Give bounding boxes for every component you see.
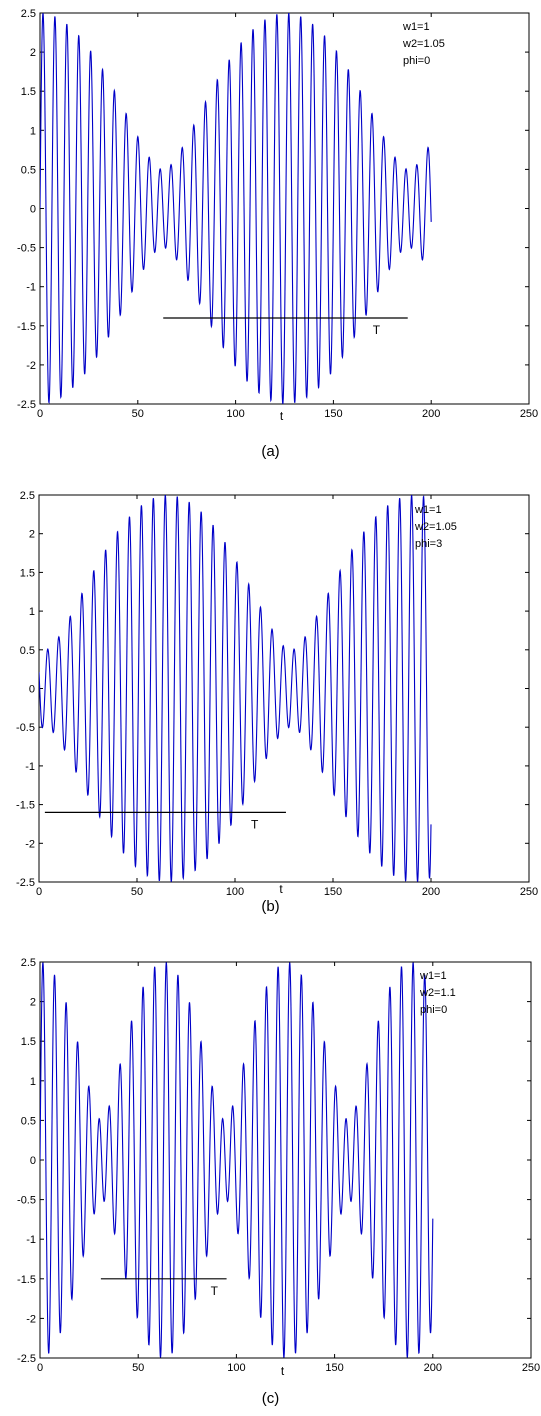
y-tick-label: -1.5 [17, 321, 36, 333]
y-tick-label: 2.5 [20, 490, 35, 502]
x-tick-label: 0 [37, 1362, 43, 1374]
x-tick-label: 250 [522, 1362, 540, 1374]
y-tick-label: -0.5 [17, 243, 36, 255]
panel-caption-a: (a) [261, 443, 280, 460]
x-tick-label: 0 [36, 886, 42, 896]
y-tick-label: -2 [26, 360, 36, 372]
y-tick-label: 0 [29, 684, 35, 696]
y-tick-label: 1 [30, 1076, 36, 1088]
panel-caption-b: (b) [261, 898, 280, 915]
y-tick-label: -2 [26, 1313, 36, 1325]
x-tick-label: 100 [227, 1362, 245, 1374]
x-tick-label: 200 [422, 886, 440, 896]
y-tick-label: -2 [25, 838, 35, 850]
period-marker-label: T [373, 323, 381, 337]
legend-entry: phi=3 [415, 538, 442, 550]
x-tick-label: 100 [226, 886, 244, 896]
x-tick-label: 200 [424, 1362, 442, 1374]
y-tick-label: 2 [29, 529, 35, 541]
x-axis-label: t [279, 882, 283, 896]
x-tick-label: 150 [325, 1362, 343, 1374]
y-tick-label: 2 [30, 47, 36, 59]
legend-entry: w2=1.1 [419, 987, 456, 999]
legend-entry: w1=1 [419, 970, 447, 982]
y-tick-label: 2 [30, 997, 36, 1009]
y-tick-label: -2.5 [17, 1353, 36, 1365]
series-line [40, 962, 434, 1358]
x-tick-label: 250 [520, 886, 538, 896]
y-tick-label: -0.5 [16, 722, 35, 734]
legend-entry: w1=1 [402, 21, 430, 33]
x-tick-label: 100 [226, 408, 244, 420]
y-tick-label: -2.5 [16, 877, 35, 889]
legend-entry: phi=0 [403, 55, 430, 67]
legend-entry: w1=1 [414, 504, 442, 516]
legend-entry: w2=1.05 [402, 38, 445, 50]
legend-entry: phi=0 [420, 1004, 447, 1016]
period-marker-label: T [211, 1284, 219, 1298]
y-tick-label: 1 [29, 606, 35, 618]
x-tick-label: 50 [131, 886, 143, 896]
plot-a: 0 50 100 150 200 250 2.5 2 1.5 1 0.5 0 -0.5 -1 -1.5 -2 -… [17, 8, 538, 423]
x-tick-label: 250 [520, 408, 538, 420]
series-line [39, 495, 432, 882]
x-axis-label: t [281, 1364, 285, 1378]
y-tick-label: -1 [26, 282, 36, 294]
y-tick-label: -0.5 [17, 1195, 36, 1207]
y-tick-label: 1 [30, 125, 36, 137]
series-line [40, 13, 432, 404]
x-tick-label: 200 [422, 408, 440, 420]
y-tick-label: -1.5 [16, 800, 35, 812]
y-tick-label: -1.5 [17, 1274, 36, 1286]
period-marker-label: T [251, 817, 259, 831]
y-tick-label: 0.5 [21, 1115, 36, 1127]
plot-c: 0 50 100 150 200 250 2.5 2 1.5 1 0.5 0 -0.5 -1 -1.5 -2 -… [17, 957, 540, 1378]
y-tick-label: 1.5 [21, 1036, 36, 1048]
x-tick-label: 0 [37, 408, 43, 420]
y-tick-label: 2.5 [21, 957, 36, 969]
x-axis-label: t [280, 409, 284, 423]
x-tick-label: 50 [132, 1362, 144, 1374]
legend-entry: w2=1.05 [414, 521, 457, 533]
x-tick-label: 50 [132, 408, 144, 420]
y-tick-label: -2.5 [17, 399, 36, 411]
y-tick-label: 0 [30, 204, 36, 216]
x-tick-label: 150 [324, 408, 342, 420]
y-tick-label: 0.5 [21, 164, 36, 176]
panel-caption-c: (c) [261, 1390, 280, 1407]
y-tick-label: -1 [25, 761, 35, 773]
plot-b: 0 50 100 150 200 250 2.5 2 1.5 1 0.5 0 -0.5 -1 -1.5 -2 -… [16, 490, 538, 896]
x-tick-label: 150 [324, 886, 342, 896]
y-tick-label: -1 [26, 1234, 36, 1246]
y-tick-label: 1.5 [21, 86, 36, 98]
y-tick-label: 0.5 [20, 645, 35, 657]
y-tick-label: 2.5 [21, 8, 36, 20]
y-tick-label: 1.5 [20, 567, 35, 579]
y-tick-label: 0 [30, 1155, 36, 1167]
